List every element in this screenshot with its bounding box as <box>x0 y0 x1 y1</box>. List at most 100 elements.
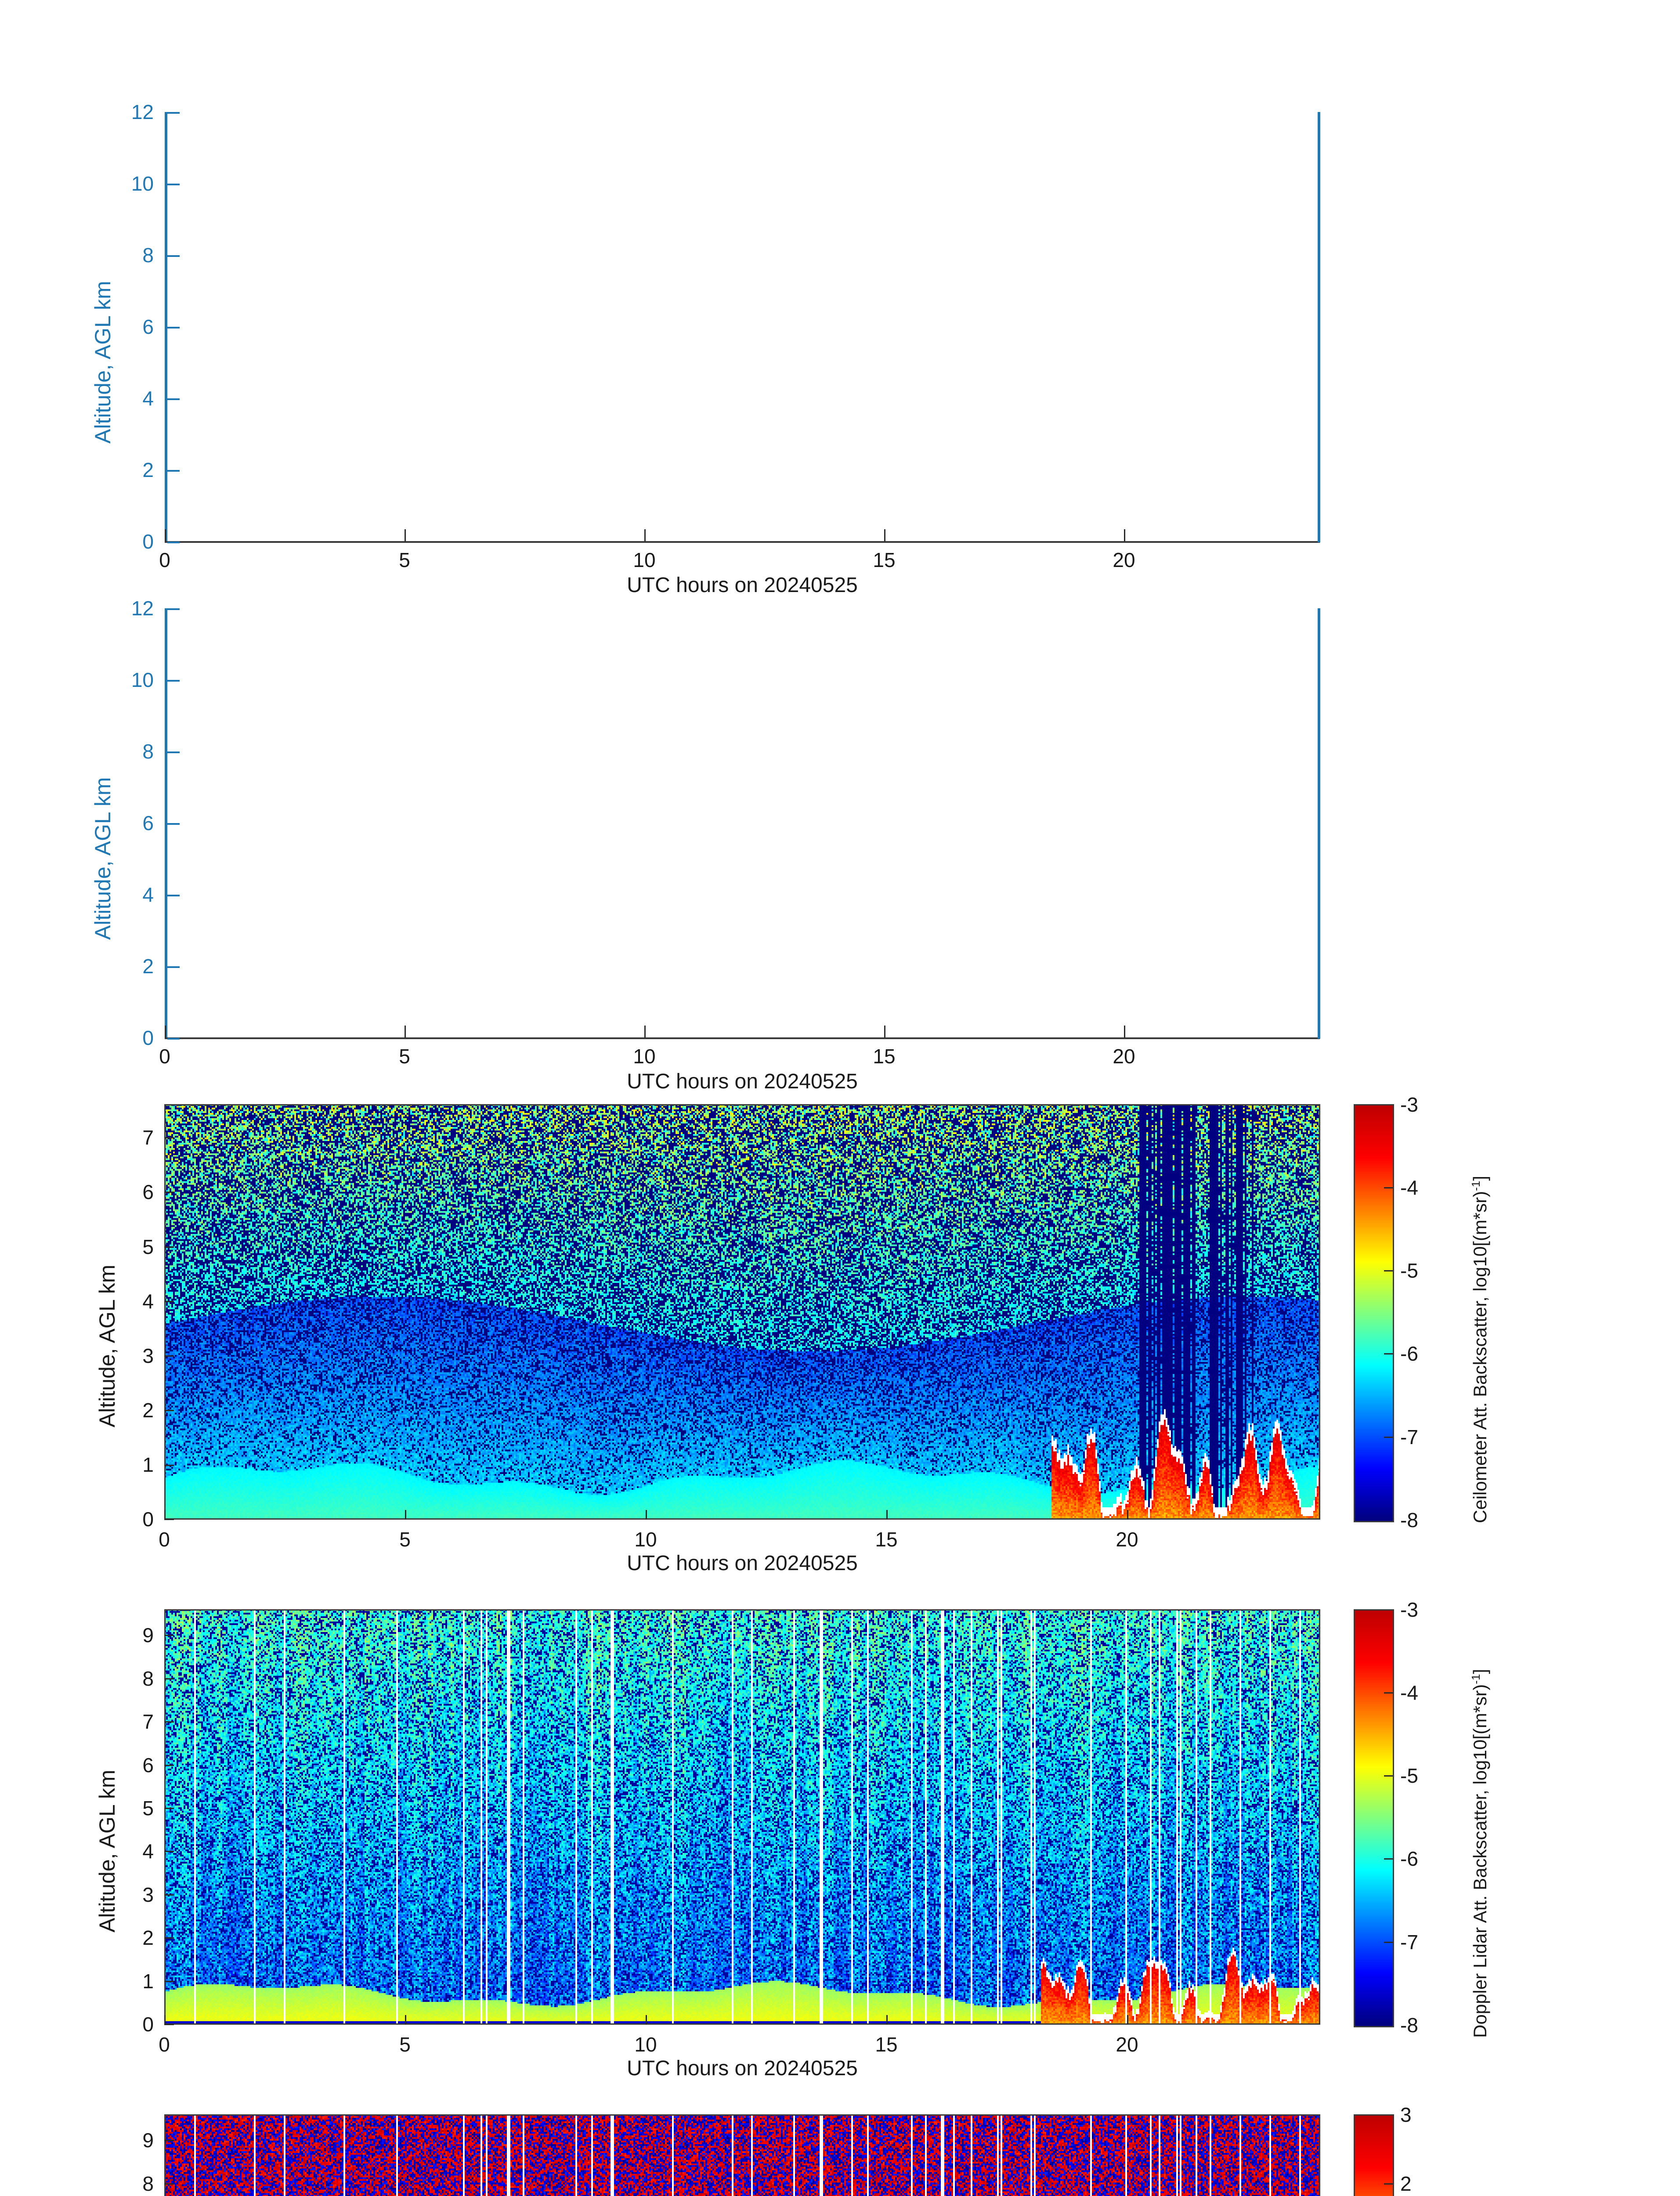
y-tick-9 <box>164 1635 174 1636</box>
cb-tick-m6 <box>1384 1858 1393 1860</box>
y-tick-2 <box>167 966 180 968</box>
y-tick-4 <box>167 398 180 400</box>
y-tick-8 <box>164 2183 174 2185</box>
panel-1-ytick-label: 10 <box>131 172 154 195</box>
x-tick-15 <box>884 1026 885 1038</box>
y-tick-2 <box>167 470 180 472</box>
panel-4-cbtick-label: -5 <box>1400 1764 1418 1787</box>
panel-1-xtick-label: 15 <box>873 549 896 571</box>
y-tick-8 <box>167 255 180 257</box>
panel-4-ytick-label: 5 <box>142 1797 154 1820</box>
panel-1-xtick-label: 10 <box>633 549 656 571</box>
panel-4-ytick-label: 2 <box>142 1926 154 1949</box>
panel-1-x-axis-title: UTC hours on 20240525 <box>627 574 858 597</box>
panel-2-xtick-label: 5 <box>399 1045 410 1068</box>
panel-1-x-axis-line <box>165 541 1320 543</box>
panel-3-cbtick-label: -6 <box>1400 1342 1418 1365</box>
y-tick-9 <box>164 2140 174 2141</box>
panel-5-plot-area[interactable] <box>164 2114 1320 2196</box>
y-tick-5 <box>164 1808 174 1809</box>
panel-5-ytick-label: 9 <box>142 2129 154 2152</box>
cb-tick-m7 <box>1384 1942 1393 1943</box>
y-tick-3 <box>164 1355 174 1357</box>
y-tick-7 <box>164 1721 174 1723</box>
panel-4-colorbar[interactable] <box>1354 1609 1394 2027</box>
panel-3-ytick-label: 1 <box>142 1453 154 1476</box>
panel-2-xtick-label: 10 <box>633 1045 656 1068</box>
panel-5-colorbar[interactable] <box>1354 2114 1394 2196</box>
panel-4-ytick-label: 1 <box>142 1970 154 1993</box>
cb-tick-m4 <box>1384 1692 1393 1694</box>
panel-3-cbtick-label: -7 <box>1400 1426 1418 1448</box>
x-tick-20 <box>1124 529 1125 542</box>
x-tick-5 <box>405 2015 406 2025</box>
panel-4-cbtick-label: -4 <box>1400 1681 1418 1704</box>
y-tick-5 <box>164 1246 174 1248</box>
panel-4-doppler-backscatter: 0 1 2 3 4 5 6 7 8 9 0 5 10 15 20 UTC hou… <box>0 1598 1680 2080</box>
x-tick-0 <box>165 1026 166 1038</box>
x-tick-10 <box>646 1510 647 1520</box>
panel-3-plot-area[interactable] <box>164 1104 1320 1520</box>
cb-label-exponent: -1 <box>1469 1181 1482 1191</box>
panel-3-ceilometer: 0 1 2 3 4 5 6 7 0 5 10 15 20 UTC hours o… <box>0 1093 1680 1575</box>
cb-label-main: Doppler Lidar Att. Backscatter, log10[(m… <box>1470 1684 1490 2038</box>
panel-4-cbtick-label: -7 <box>1400 1931 1418 1954</box>
x-tick-20 <box>1127 2015 1128 2025</box>
y-tick-2 <box>164 1937 174 1939</box>
panel-3-y-axis-title: Altitude, AGL km <box>95 1264 119 1427</box>
panel-1-xtick-label: 20 <box>1113 549 1135 571</box>
panel-2-xtick-label: 0 <box>159 1045 170 1068</box>
cb-label-end: ] <box>1470 1175 1490 1181</box>
panel-2-x-axis-line <box>165 1037 1320 1039</box>
y-tick-10 <box>167 184 180 185</box>
x-tick-5 <box>405 529 406 542</box>
panel-2-ytick-label: 12 <box>131 597 154 620</box>
panel-3-cbtick-label: -8 <box>1400 1509 1418 1531</box>
panel-1-y-axis-line <box>165 112 167 542</box>
panel-2-right-edge-line <box>1318 608 1320 1039</box>
panel-4-ytick-label: 3 <box>142 1883 154 1906</box>
panel-1-ytick-label: 0 <box>142 530 154 553</box>
y-tick-0 <box>167 1038 180 1040</box>
x-tick-0 <box>165 529 166 542</box>
panel-3-cbtick-label: -3 <box>1400 1093 1418 1116</box>
panel-3-xtick-label: 15 <box>875 1528 898 1551</box>
panel-2-xtick-label: 20 <box>1113 1045 1135 1068</box>
panel-4-plot-area[interactable] <box>164 1609 1320 2025</box>
panel-1-right-edge-line <box>1318 112 1320 542</box>
panel-3-ytick-label: 0 <box>142 1508 154 1531</box>
panel-1-ytick-label: 4 <box>142 387 154 410</box>
panel-1-ytick-label: 8 <box>142 244 154 267</box>
panel-3-xtick-label: 5 <box>399 1528 411 1551</box>
y-tick-6 <box>167 823 180 825</box>
panel-5-cbtick-label: 3 <box>1400 2103 1412 2126</box>
y-tick-1 <box>164 1465 174 1466</box>
panel-2-ytick-label: 6 <box>142 812 154 834</box>
y-tick-1 <box>164 1981 174 1982</box>
y-tick-7 <box>164 1137 174 1138</box>
panel-3-ytick-label: 3 <box>142 1344 154 1367</box>
panel-2-ytick-label: 0 <box>142 1026 154 1049</box>
panel-2-ytick-label: 2 <box>142 955 154 978</box>
panel-3-ytick-label: 6 <box>142 1181 154 1203</box>
cb-tick-m5 <box>1384 1775 1393 1777</box>
panel-4-xtick-label: 15 <box>875 2033 898 2056</box>
panel-5-ytick-label: 8 <box>142 2172 154 2195</box>
y-tick-12 <box>167 608 180 610</box>
panel-4-x-axis-title: UTC hours on 20240525 <box>627 2057 858 2080</box>
x-tick-10 <box>644 1026 646 1038</box>
cb-tick-2 <box>1384 2183 1393 2185</box>
panel-4-xtick-label: 5 <box>399 2033 411 2056</box>
y-tick-8 <box>167 751 180 753</box>
panel-4-ytick-label: 8 <box>142 1667 154 1690</box>
panel-1-y-axis-title: Altitude, AGL km <box>90 281 115 444</box>
y-tick-6 <box>167 327 180 329</box>
panel-3-xtick-label: 0 <box>159 1528 170 1551</box>
panel-3-x-axis-title: UTC hours on 20240525 <box>627 1552 858 1575</box>
cb-label-main: Ceilometer Att. Backscatter, log10[(m*sr… <box>1470 1191 1490 1523</box>
panel-3-colorbar[interactable] <box>1354 1104 1394 1522</box>
panel-4-ytick-label: 7 <box>142 1710 154 1733</box>
y-tick-6 <box>164 1765 174 1766</box>
panel-3-ytick-label: 5 <box>142 1235 154 1258</box>
panel-1-empty: 0 2 4 6 8 10 12 0 5 10 15 20 UTC hours o… <box>0 0 1680 615</box>
